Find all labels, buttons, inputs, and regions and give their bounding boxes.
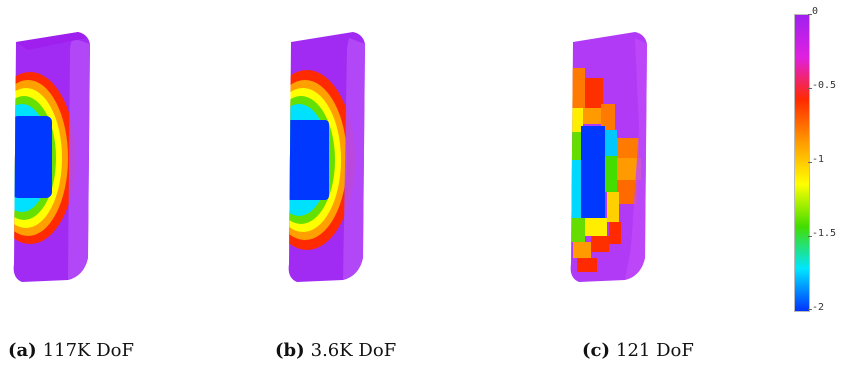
caption-a-text: 117K DoF <box>42 340 134 361</box>
caption-c-text: 121 DoF <box>616 340 694 361</box>
caption-c: (c) 121 DoF <box>582 340 694 361</box>
panel-a-image <box>13 32 91 282</box>
colorbar-tick-label: -1 <box>812 154 825 165</box>
panel-c-image <box>570 32 647 282</box>
panel-b-image <box>288 32 365 282</box>
caption-a-label: (a) <box>8 340 37 361</box>
caption-b-text: 3.6K DoF <box>310 340 397 361</box>
caption-a: (a) 117K DoF <box>8 340 134 361</box>
colorbar-tickmark <box>808 309 812 310</box>
caption-c-label: (c) <box>582 340 610 361</box>
colorbar-tick-label: -2 <box>812 302 825 313</box>
panel-b-render <box>283 28 393 286</box>
caption-b-label: (b) <box>275 340 305 361</box>
panel-a-render <box>8 28 118 286</box>
colorbar-tickmark <box>808 14 812 15</box>
colorbar-tickmark <box>808 88 812 89</box>
panel-c-render <box>565 28 675 286</box>
caption-b: (b) 3.6K DoF <box>275 340 396 361</box>
colorbar <box>794 14 810 312</box>
colorbar-tickmark <box>808 162 812 163</box>
colorbar-tick-label: -1.5 <box>812 228 837 239</box>
colorbar-tick-label: -0.5 <box>812 80 837 91</box>
colorbar-tickmark <box>808 236 812 237</box>
colorbar-tick-label: 0 <box>812 6 819 17</box>
